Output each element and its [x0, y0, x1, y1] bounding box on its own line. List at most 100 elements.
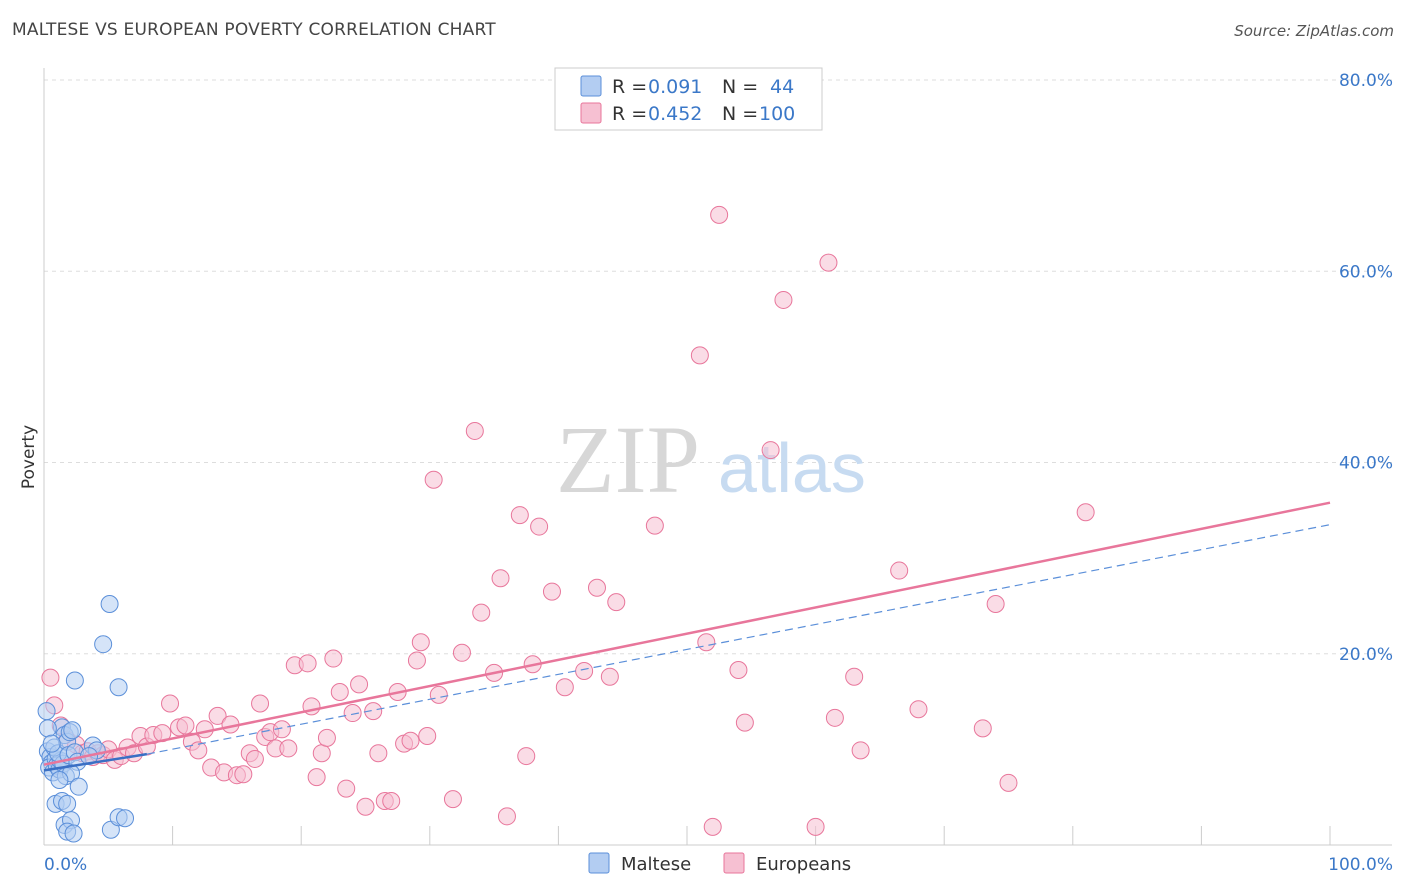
europeans-point: [491, 569, 510, 588]
europeans-point: [195, 720, 214, 739]
maltese-r-value: 0.091: [648, 76, 702, 98]
stats-legend: R = 0.091 N = 44 R = 0.452 N = 100: [554, 67, 823, 131]
maltese-r-label: R =: [612, 76, 647, 98]
maltese-n-value: 44: [770, 76, 794, 98]
x-tick-label-max: 100.0%: [1328, 855, 1393, 875]
maltese-point: [58, 794, 77, 813]
europeans-point: [279, 739, 298, 758]
europeans-point: [530, 517, 549, 536]
europeans-point: [555, 678, 574, 697]
europeans-point: [729, 661, 748, 680]
europeans-point: [418, 726, 437, 745]
europeans-point: [806, 817, 825, 836]
europeans-point: [350, 675, 369, 694]
europeans-point: [382, 792, 401, 811]
europeans-point: [1076, 503, 1095, 522]
europeans-point: [973, 719, 992, 738]
maltese-trend-dashed: [146, 524, 1331, 755]
trend-lines: [43, 501, 1331, 772]
europeans-point: [845, 667, 864, 686]
europeans-point: [645, 516, 664, 535]
maltese-point: [94, 635, 113, 654]
europeans-points: [41, 205, 1095, 836]
chart-title: MALTESE VS EUROPEAN POVERTY CORRELATION …: [12, 20, 496, 40]
europeans-point: [307, 768, 326, 787]
y-tick-label: 40.0%: [1339, 454, 1393, 474]
source-label: Source: ZipAtlas.com: [1234, 22, 1394, 40]
y-tick-labels: 20.0% 40.0% 60.0% 80.0%: [1339, 71, 1393, 665]
europeans-n-label: N =: [722, 103, 758, 125]
maltese-point: [38, 719, 57, 738]
europeans-point: [497, 807, 516, 826]
europeans-point: [851, 741, 870, 760]
europeans-r-value: 0.452: [648, 103, 702, 125]
watermark-atlas: atlas: [718, 429, 866, 507]
maltese-point: [42, 734, 61, 753]
europeans-point: [517, 747, 536, 766]
maltese-point: [109, 678, 128, 697]
europeans-point: [697, 633, 716, 652]
europeans-point: [909, 700, 928, 719]
maltese-point: [64, 824, 83, 843]
maltese-swatch: [580, 75, 602, 97]
maltese-point: [37, 702, 56, 721]
europeans-point: [298, 654, 317, 673]
legend-maltese-label: Maltese: [621, 854, 691, 875]
europeans-point: [189, 741, 208, 760]
europeans-point: [472, 603, 491, 622]
europeans-point: [330, 683, 349, 701]
x-tick-label-min: 0.0%: [44, 855, 87, 875]
europeans-point: [986, 595, 1005, 614]
europeans-point: [41, 668, 60, 687]
europeans-point: [443, 790, 462, 809]
europeans-point: [999, 773, 1018, 792]
europeans-n-value: 100: [759, 103, 795, 125]
europeans-swatch: [580, 102, 602, 124]
maltese-n-label: N =: [722, 76, 758, 98]
y-tick-label: 60.0%: [1339, 262, 1393, 282]
europeans-r-label: R =: [612, 103, 647, 125]
europeans-point: [452, 643, 471, 662]
europeans-point: [401, 731, 420, 750]
europeans-point: [176, 716, 195, 735]
europeans-point: [312, 744, 331, 763]
europeans-point: [600, 667, 619, 686]
europeans-point: [465, 421, 484, 440]
europeans-point: [343, 704, 362, 723]
europeans-point: [364, 702, 383, 721]
europeans-point: [819, 253, 838, 272]
europeans-point: [690, 346, 709, 365]
europeans-point: [272, 720, 291, 739]
europeans-point: [317, 728, 336, 747]
maltese-point: [63, 721, 82, 740]
maltese-point: [50, 770, 69, 789]
europeans-point: [424, 470, 443, 489]
legend-maltese-swatch: [588, 852, 610, 874]
maltese-point: [100, 595, 119, 614]
europeans-point: [542, 582, 561, 601]
europeans-point: [429, 685, 448, 704]
legend-europeans-swatch: [723, 852, 745, 874]
europeans-point: [774, 290, 793, 309]
europeans-point: [587, 578, 606, 597]
europeans-point: [411, 633, 430, 652]
axes: [43, 68, 1392, 846]
europeans-point: [369, 744, 388, 763]
maltese-point: [65, 671, 84, 690]
y-axis-label: Poverty: [19, 425, 39, 489]
y-tick-label: 80.0%: [1339, 71, 1393, 91]
europeans-point: [337, 779, 356, 798]
europeans-point: [208, 706, 227, 725]
europeans-point: [825, 708, 844, 727]
maltese-point: [116, 809, 135, 828]
watermark-zip: ZIP: [556, 406, 700, 513]
europeans-point: [890, 561, 909, 580]
europeans-point: [710, 205, 729, 224]
maltese-points: [37, 595, 135, 843]
europeans-point: [161, 694, 180, 713]
europeans-point: [245, 749, 264, 768]
europeans-point: [407, 651, 426, 670]
y-tick-label: 20.0%: [1339, 645, 1393, 665]
europeans-point: [607, 593, 626, 612]
